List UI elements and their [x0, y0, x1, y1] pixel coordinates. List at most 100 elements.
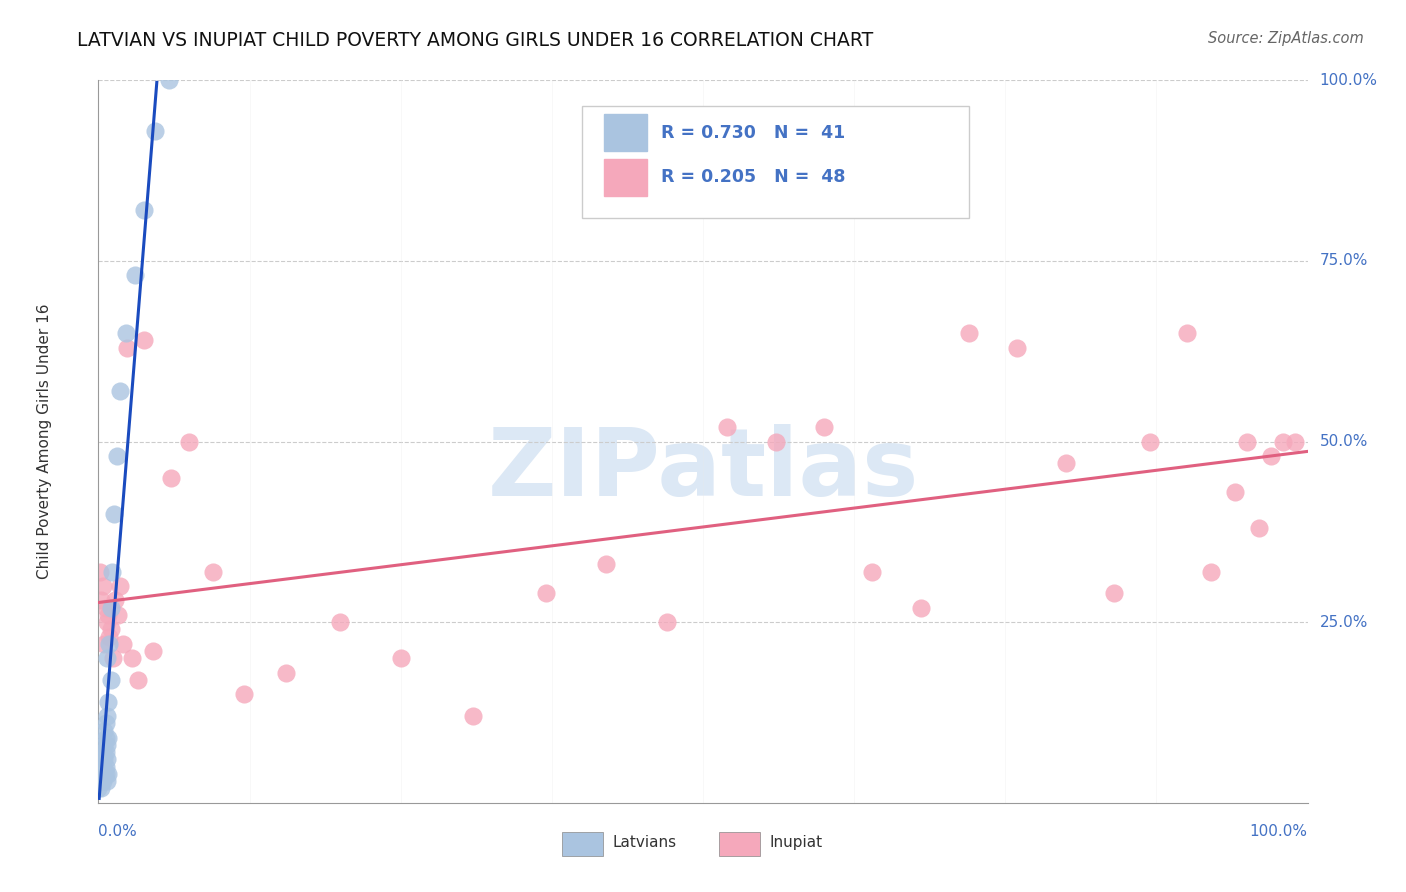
Point [93, 767, 115, 781]
Text: LATVIAN VS INUPIAT CHILD POVERTY AMONG GIRLS UNDER 16 CORRELATION CHART: LATVIAN VS INUPIAT CHILD POVERTY AMONG G… [77, 31, 873, 50]
Point [910, 600, 932, 615]
Point [100, 673, 122, 687]
Point [90, 760, 112, 774]
Text: 25.0%: 25.0% [1320, 615, 1368, 630]
Point [91, 774, 114, 789]
Point [100, 565, 122, 579]
Point [655, 615, 678, 630]
Point [93, 752, 115, 766]
Point [94, 745, 117, 759]
Point [595, 558, 617, 572]
Point [103, 507, 125, 521]
Point [91, 745, 114, 759]
Point [97, 767, 120, 781]
Point [957, 326, 980, 340]
Text: 100.0%: 100.0% [1250, 824, 1308, 839]
Point [96, 774, 118, 789]
Point [1260, 449, 1282, 463]
Point [111, 637, 134, 651]
Point [94, 716, 117, 731]
Point [97, 607, 120, 622]
Point [860, 565, 883, 579]
Point [765, 434, 787, 449]
Point [87, 781, 110, 796]
Point [107, 607, 129, 622]
Point [160, 470, 183, 484]
Point [134, 203, 156, 218]
Point [813, 420, 835, 434]
Point [96, 651, 118, 665]
Point [134, 334, 156, 348]
Point [93, 637, 115, 651]
Point [463, 709, 485, 723]
Point [96, 738, 118, 752]
Point [534, 586, 557, 600]
Point [274, 665, 297, 680]
Point [91, 579, 114, 593]
Point [97, 731, 120, 745]
Point [1139, 434, 1161, 449]
Text: 100.0%: 100.0% [1320, 73, 1378, 87]
Point [389, 651, 412, 665]
Point [124, 268, 146, 283]
FancyBboxPatch shape [582, 105, 969, 218]
Point [202, 565, 225, 579]
Text: R = 0.205   N =  48: R = 0.205 N = 48 [661, 169, 845, 186]
Point [179, 434, 201, 449]
Point [115, 326, 138, 340]
Text: 75.0%: 75.0% [1320, 253, 1368, 268]
Point [105, 449, 128, 463]
Text: Inupiat: Inupiat [769, 835, 823, 850]
Point [329, 615, 352, 630]
Text: 50.0%: 50.0% [1320, 434, 1368, 449]
Point [117, 341, 139, 355]
Point [97, 695, 120, 709]
Text: Source: ZipAtlas.com: Source: ZipAtlas.com [1208, 31, 1364, 46]
Point [98, 630, 121, 644]
Point [1175, 326, 1198, 340]
FancyBboxPatch shape [603, 114, 647, 152]
Point [93, 738, 115, 752]
Point [90, 774, 112, 789]
Point [101, 651, 124, 665]
Point [121, 651, 143, 665]
Point [94, 731, 117, 745]
Point [1272, 434, 1295, 449]
Point [89, 767, 111, 781]
Point [1249, 521, 1271, 535]
Point [91, 752, 114, 766]
Point [716, 420, 738, 434]
Point [1223, 485, 1246, 500]
Point [1284, 434, 1306, 449]
Text: R = 0.730   N =  41: R = 0.730 N = 41 [661, 123, 845, 142]
Point [104, 593, 127, 607]
Point [93, 723, 115, 738]
Point [91, 760, 114, 774]
Text: Latvians: Latvians [613, 835, 676, 850]
Text: ZIPatlas: ZIPatlas [488, 425, 918, 516]
Point [142, 644, 165, 658]
Point [127, 673, 149, 687]
Point [108, 384, 131, 398]
Point [94, 600, 117, 615]
FancyBboxPatch shape [718, 831, 759, 856]
Point [94, 760, 117, 774]
Point [96, 709, 118, 723]
Point [100, 623, 122, 637]
Point [89, 565, 111, 579]
Point [89, 774, 111, 789]
Text: Child Poverty Among Girls Under 16: Child Poverty Among Girls Under 16 [37, 304, 52, 579]
Point [94, 767, 117, 781]
Point [90, 781, 112, 796]
Point [96, 615, 118, 630]
Point [108, 579, 131, 593]
Point [96, 752, 118, 766]
Point [98, 637, 121, 651]
Point [100, 600, 122, 615]
Point [232, 687, 254, 701]
Point [157, 73, 180, 87]
Point [90, 593, 112, 607]
Point [1007, 341, 1029, 355]
FancyBboxPatch shape [603, 159, 647, 196]
Text: 0.0%: 0.0% [98, 824, 138, 839]
